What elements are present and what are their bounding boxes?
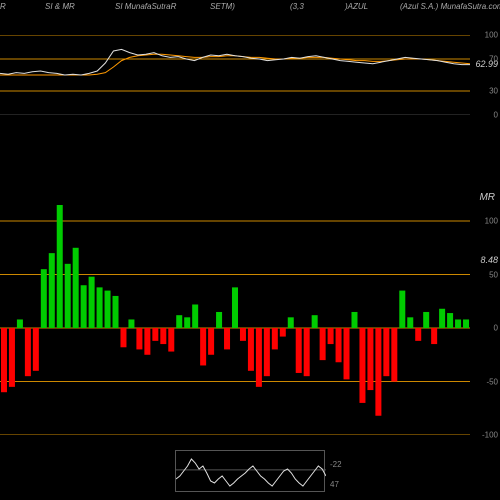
axis-tick-label: 100 bbox=[485, 31, 498, 40]
momentum-axis: 100500-50-100 bbox=[470, 205, 500, 435]
rsi-current-value: 62.99 bbox=[475, 59, 498, 69]
header-item: SETM) bbox=[210, 2, 235, 11]
mini-axis-label: 47 bbox=[330, 480, 339, 489]
axis-tick-label: 50 bbox=[489, 270, 498, 279]
axis-tick-label: 0 bbox=[494, 324, 498, 333]
mini-chart bbox=[175, 450, 325, 492]
axis-tick-label: -50 bbox=[486, 377, 498, 386]
mini-axis-label: -22 bbox=[330, 460, 342, 469]
header-item: R bbox=[0, 2, 6, 11]
header-item: (Azul S.A.) MunafaSutra.com bbox=[400, 2, 500, 11]
header-item: (3,3 bbox=[290, 2, 304, 11]
header-item: SI MunafaSutraR bbox=[115, 2, 176, 11]
axis-tick-label: 100 bbox=[485, 217, 498, 226]
mr-label: MR bbox=[479, 192, 495, 203]
rsi-panel bbox=[0, 35, 470, 115]
header-item: )AZUL bbox=[345, 2, 368, 11]
momentum-current-value: 8.48 bbox=[480, 255, 498, 265]
header-item: SI & MR bbox=[45, 2, 75, 11]
axis-tick-label: -100 bbox=[482, 431, 498, 440]
rsi-axis: 10070300 bbox=[470, 35, 500, 115]
axis-tick-label: 30 bbox=[489, 87, 498, 96]
momentum-panel bbox=[0, 205, 470, 435]
axis-tick-label: 0 bbox=[494, 111, 498, 120]
chart-header: R SI & MR SI MunafaSutraR SETM) (3,3 )AZ… bbox=[0, 2, 500, 14]
